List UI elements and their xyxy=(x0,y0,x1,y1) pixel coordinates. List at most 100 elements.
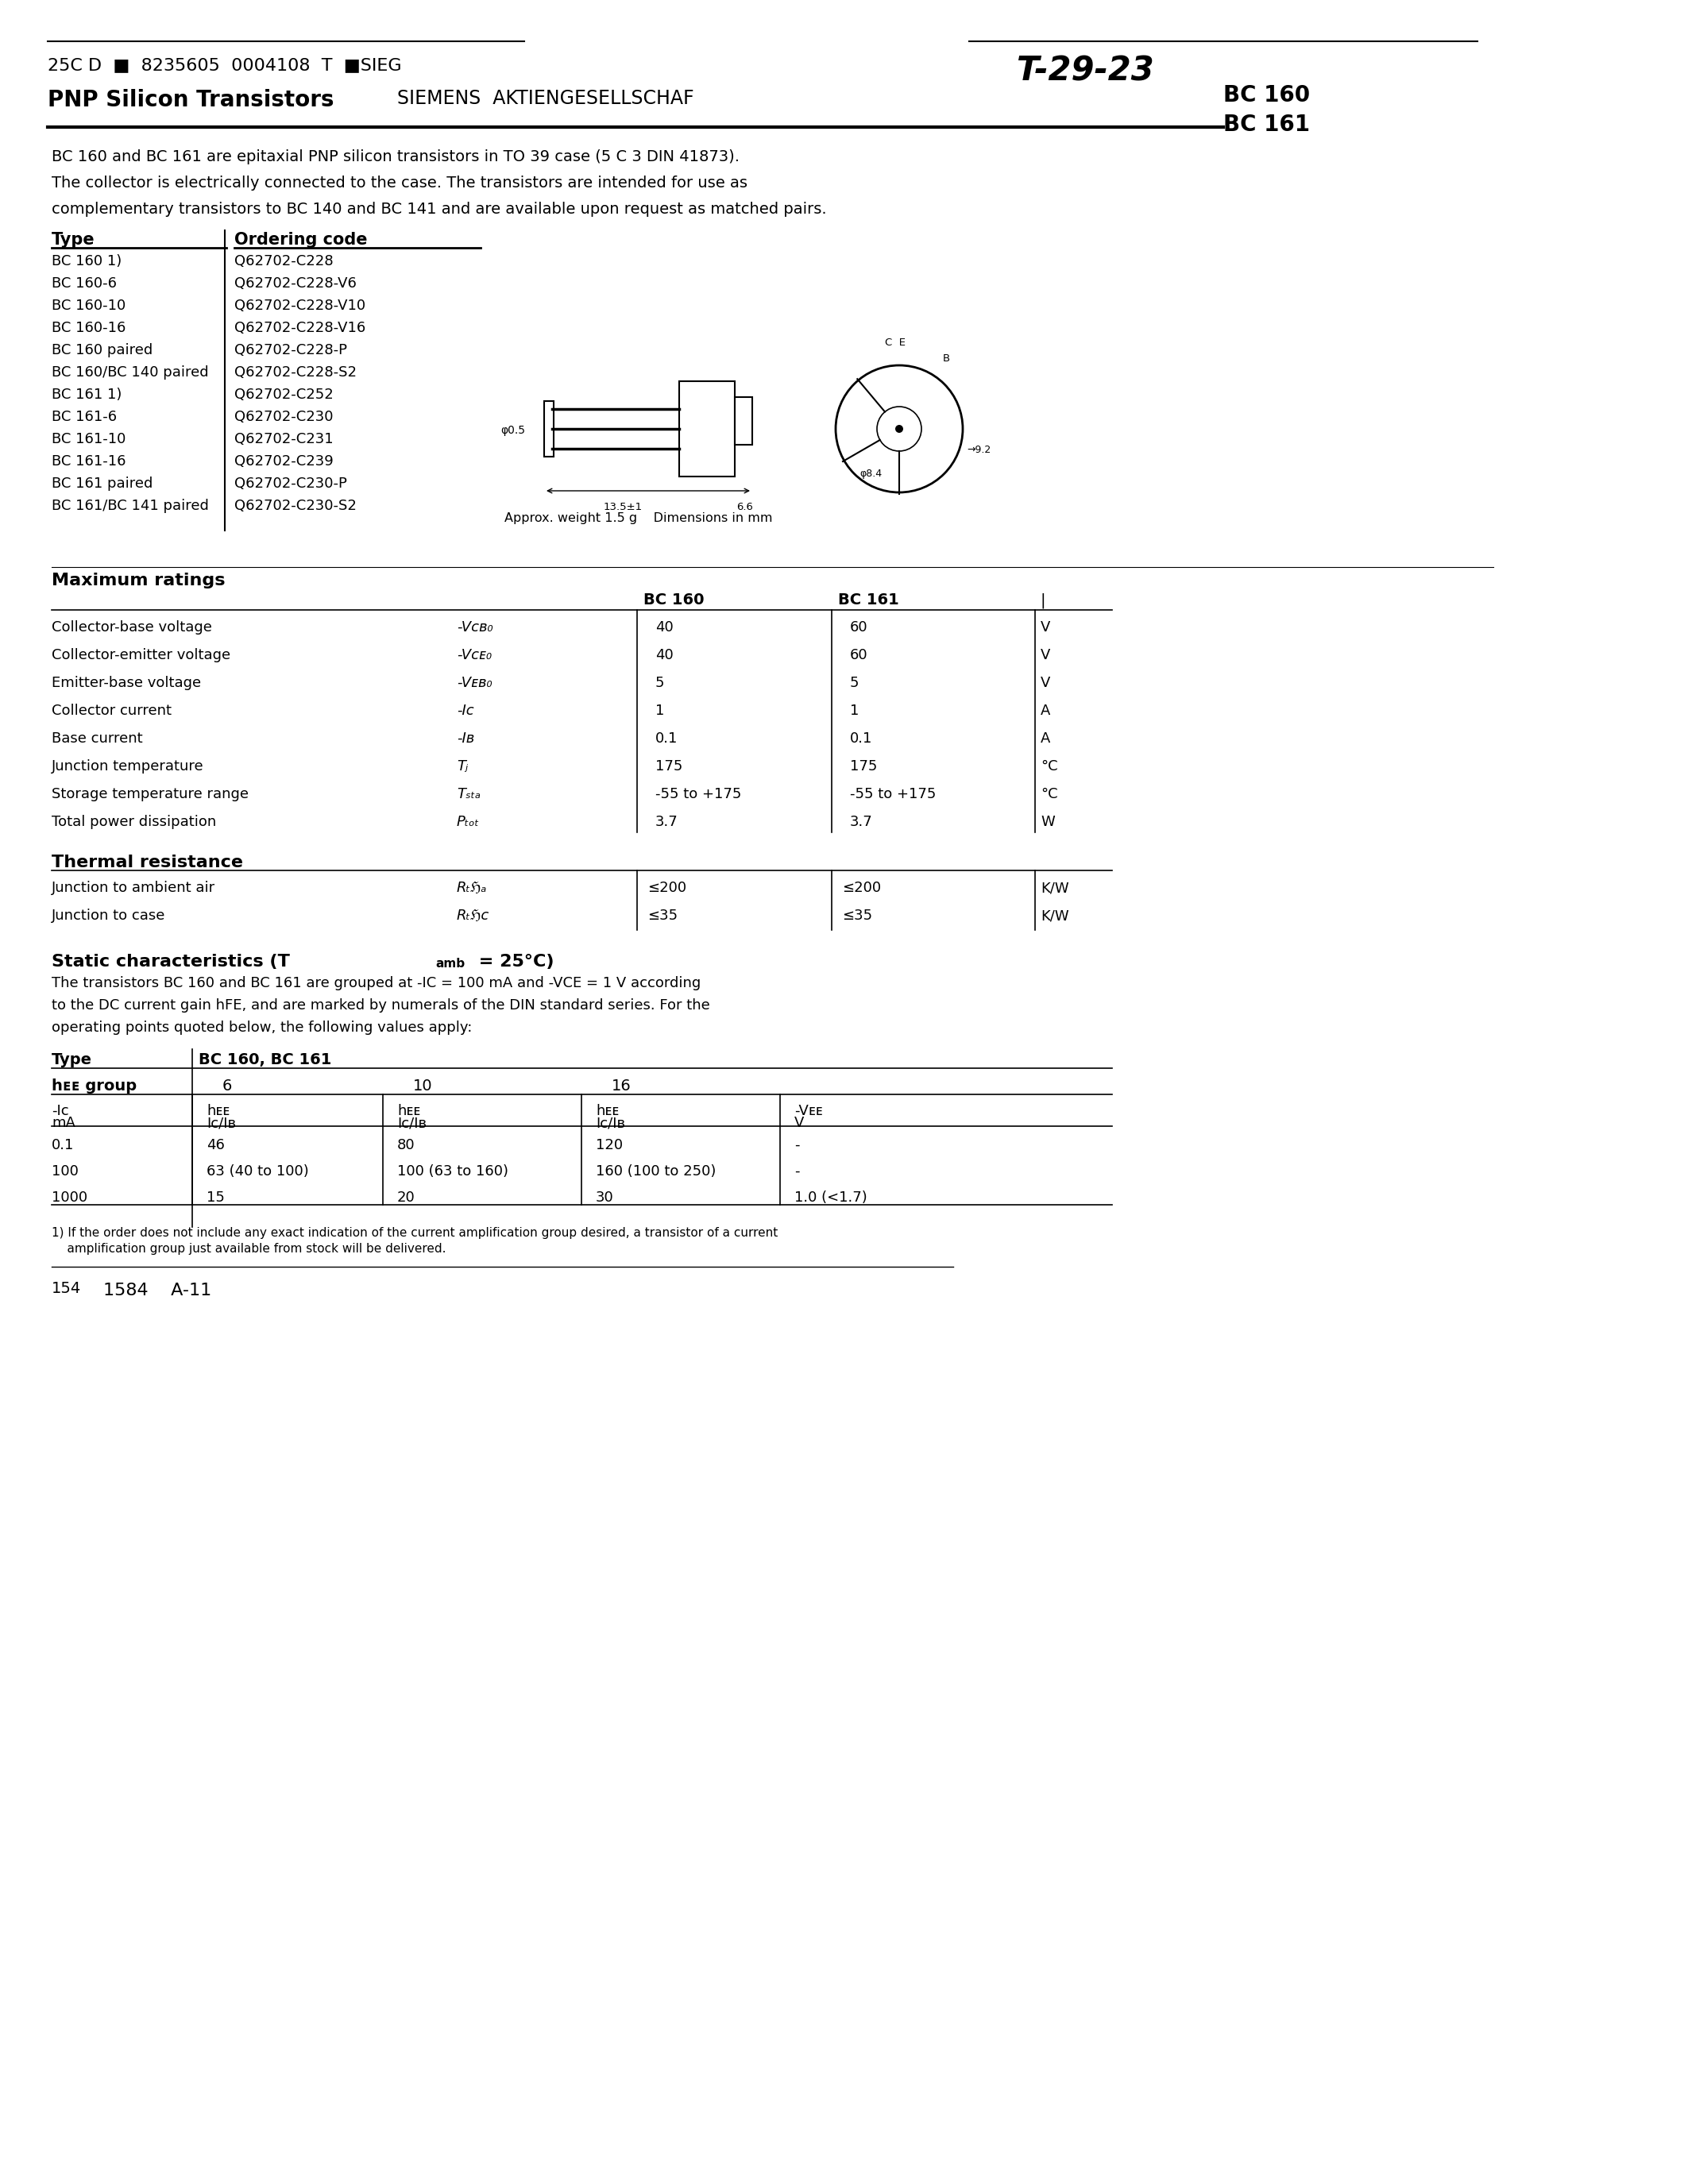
Text: -: - xyxy=(795,1164,800,1179)
Text: B: B xyxy=(944,354,950,365)
Text: Q62702-C228: Q62702-C228 xyxy=(235,253,333,269)
Text: 6: 6 xyxy=(223,1079,233,1094)
Text: Q62702-C228-P: Q62702-C228-P xyxy=(235,343,348,358)
Text: V: V xyxy=(1040,649,1050,662)
Text: °C: °C xyxy=(1040,786,1058,802)
Text: Tⱼ: Tⱼ xyxy=(457,760,468,773)
Text: Emitter-base voltage: Emitter-base voltage xyxy=(52,675,201,690)
Text: Q62702-C228-V10: Q62702-C228-V10 xyxy=(235,299,366,312)
Text: T-29-23: T-29-23 xyxy=(1016,55,1155,87)
Text: BC 160 1): BC 160 1) xyxy=(52,253,122,269)
Text: Junction to ambient air: Junction to ambient air xyxy=(52,880,216,895)
Text: -Vᴄᴇ₀: -Vᴄᴇ₀ xyxy=(457,649,491,662)
Text: Q62702-C230: Q62702-C230 xyxy=(235,411,333,424)
Text: →9.2: →9.2 xyxy=(967,446,991,454)
Bar xyxy=(544,402,554,456)
Text: Junction to case: Junction to case xyxy=(52,909,165,924)
Text: 40: 40 xyxy=(655,620,674,636)
Text: Iᴄ/Iʙ: Iᴄ/Iʙ xyxy=(206,1116,236,1129)
Text: 120: 120 xyxy=(596,1138,623,1153)
Text: 100: 100 xyxy=(52,1164,79,1179)
Text: Collector-emitter voltage: Collector-emitter voltage xyxy=(52,649,231,662)
Text: 1000: 1000 xyxy=(52,1190,88,1206)
Text: -: - xyxy=(795,1138,800,1153)
Text: Collector-base voltage: Collector-base voltage xyxy=(52,620,213,636)
Text: BC 161-6: BC 161-6 xyxy=(52,411,116,424)
Text: BC 160-6: BC 160-6 xyxy=(52,277,116,290)
Text: Type: Type xyxy=(52,232,95,247)
Text: Tₛₜₐ: Tₛₜₐ xyxy=(457,786,481,802)
Text: 63 (40 to 100): 63 (40 to 100) xyxy=(206,1164,309,1179)
Text: amb: amb xyxy=(436,959,464,970)
Text: Ordering code: Ordering code xyxy=(235,232,368,247)
Text: BC 160-16: BC 160-16 xyxy=(52,321,127,334)
Text: The collector is electrically connected to the case. The transistors are intende: The collector is electrically connected … xyxy=(52,175,748,190)
Text: 25C D  ■  8235605  0004108  T  ■SIEG: 25C D ■ 8235605 0004108 T ■SIEG xyxy=(47,57,402,72)
Text: 3.7: 3.7 xyxy=(655,815,679,830)
Text: BC 160: BC 160 xyxy=(643,592,704,607)
Text: K/W: K/W xyxy=(1040,880,1069,895)
Text: 13.5±1: 13.5±1 xyxy=(604,502,643,513)
Text: -55 to +175: -55 to +175 xyxy=(851,786,937,802)
Text: 20: 20 xyxy=(397,1190,415,1206)
Bar xyxy=(734,397,753,446)
Text: Iᴄ/Iʙ: Iᴄ/Iʙ xyxy=(596,1116,625,1129)
Text: to the DC current gain hFE, and are marked by numerals of the DIN standard serie: to the DC current gain hFE, and are mark… xyxy=(52,998,711,1013)
Text: amplification group just available from stock will be delivered.: amplification group just available from … xyxy=(52,1243,446,1256)
Text: hᴇᴇ group: hᴇᴇ group xyxy=(52,1079,137,1094)
Text: K/W: K/W xyxy=(1040,909,1069,924)
Text: φ0.5: φ0.5 xyxy=(500,426,525,437)
Text: BC 160 and BC 161 are epitaxial PNP silicon transistors in TO 39 case (5 C 3 DIN: BC 160 and BC 161 are epitaxial PNP sili… xyxy=(52,149,739,164)
Text: complementary transistors to BC 140 and BC 141 and are available upon request as: complementary transistors to BC 140 and … xyxy=(52,201,827,216)
Text: Storage temperature range: Storage temperature range xyxy=(52,786,248,802)
Text: 16: 16 xyxy=(611,1079,631,1094)
Text: φ8.4: φ8.4 xyxy=(859,470,881,478)
Text: ≤35: ≤35 xyxy=(648,909,677,924)
Text: 5: 5 xyxy=(655,675,665,690)
Text: 1) If the order does not include any exact indication of the current amplificati: 1) If the order does not include any exa… xyxy=(52,1227,778,1238)
Text: hᴇᴇ: hᴇᴇ xyxy=(596,1103,619,1118)
Text: C  E: C E xyxy=(885,339,905,347)
Text: BC 161-10: BC 161-10 xyxy=(52,432,127,446)
Text: 40: 40 xyxy=(655,649,674,662)
Text: BC 160 paired: BC 160 paired xyxy=(52,343,152,358)
Text: 10: 10 xyxy=(414,1079,432,1094)
Text: Static characteristics (T: Static characteristics (T xyxy=(52,954,290,970)
Text: Rₜℌᴄ: Rₜℌᴄ xyxy=(457,909,490,924)
Text: A: A xyxy=(1040,732,1050,745)
Text: -Iᴄ: -Iᴄ xyxy=(52,1103,69,1118)
Text: Collector current: Collector current xyxy=(52,703,172,719)
Text: °C: °C xyxy=(1040,760,1058,773)
Text: = 25°C): = 25°C) xyxy=(473,954,554,970)
Text: BC 161/BC 141 paired: BC 161/BC 141 paired xyxy=(52,498,209,513)
Text: hᴇᴇ: hᴇᴇ xyxy=(206,1103,230,1118)
Text: ≤200: ≤200 xyxy=(648,880,687,895)
Text: Rₜℌₐ: Rₜℌₐ xyxy=(457,880,488,895)
Text: 30: 30 xyxy=(596,1190,614,1206)
Text: Q62702-C228-S2: Q62702-C228-S2 xyxy=(235,365,356,380)
Text: Q62702-C231: Q62702-C231 xyxy=(235,432,333,446)
Text: 1: 1 xyxy=(851,703,859,719)
Text: BC 160-10: BC 160-10 xyxy=(52,299,125,312)
Text: BC 161 1): BC 161 1) xyxy=(52,387,122,402)
Text: operating points quoted below, the following values apply:: operating points quoted below, the follo… xyxy=(52,1020,473,1035)
Text: Junction temperature: Junction temperature xyxy=(52,760,204,773)
Text: 15: 15 xyxy=(206,1190,225,1206)
Text: 154: 154 xyxy=(52,1282,81,1295)
Text: BC 161 paired: BC 161 paired xyxy=(52,476,154,491)
Text: Q62702-C252: Q62702-C252 xyxy=(235,387,334,402)
Text: 175: 175 xyxy=(655,760,682,773)
Text: Iᴄ/Iʙ: Iᴄ/Iʙ xyxy=(397,1116,427,1129)
Text: 1: 1 xyxy=(655,703,665,719)
Text: 46: 46 xyxy=(206,1138,225,1153)
Bar xyxy=(679,382,734,476)
Text: 1.0 (<1.7): 1.0 (<1.7) xyxy=(795,1190,868,1206)
Text: 0.1: 0.1 xyxy=(52,1138,74,1153)
Text: Total power dissipation: Total power dissipation xyxy=(52,815,216,830)
Text: -Iᴄ: -Iᴄ xyxy=(457,703,474,719)
Text: BC 161: BC 161 xyxy=(837,592,900,607)
Circle shape xyxy=(895,426,903,432)
Text: W: W xyxy=(1040,815,1055,830)
Text: -55 to +175: -55 to +175 xyxy=(655,786,741,802)
Text: 6.6: 6.6 xyxy=(736,502,753,513)
